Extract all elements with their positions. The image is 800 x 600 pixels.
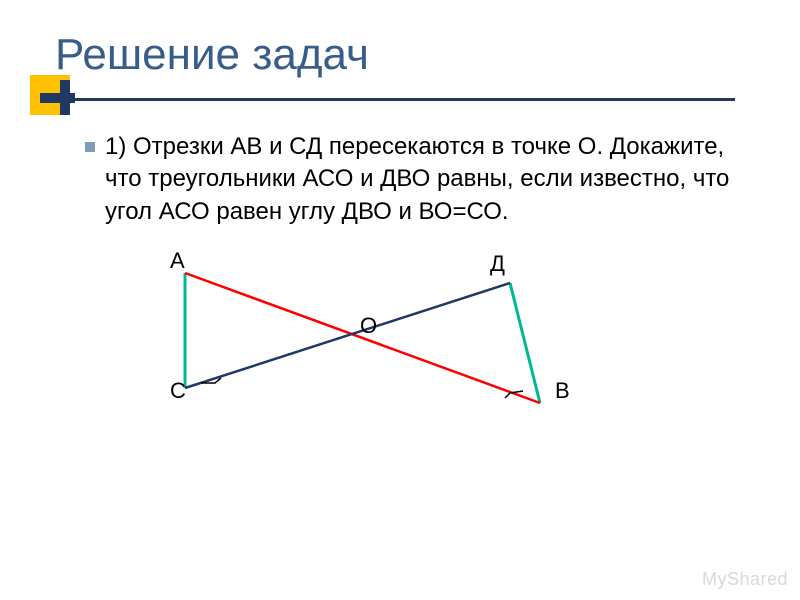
label-C: С <box>170 378 186 404</box>
label-D: Д <box>490 251 505 277</box>
label-O: О <box>360 313 377 339</box>
deco-navy-bar-v <box>60 80 70 115</box>
geometry-diagram: А Д С В О <box>115 243 615 443</box>
problem-text: 1) Отрезки АВ и СД пересекаются в точке … <box>105 131 740 228</box>
content-area: 1) Отрезки АВ и СД пересекаются в точке … <box>0 101 800 443</box>
line-DB <box>510 283 540 403</box>
line-CD <box>185 283 510 388</box>
bullet-item: 1) Отрезки АВ и СД пересекаются в точке … <box>85 131 740 228</box>
title-underline <box>55 98 735 101</box>
label-A: А <box>170 248 185 274</box>
watermark: MyShared <box>702 569 788 590</box>
label-B: В <box>555 378 570 404</box>
diagram-svg <box>115 243 615 443</box>
title-area: Решение задач <box>0 0 800 101</box>
bullet-square-icon <box>85 142 95 152</box>
slide-title: Решение задач <box>55 30 800 80</box>
title-decoration <box>30 75 90 120</box>
